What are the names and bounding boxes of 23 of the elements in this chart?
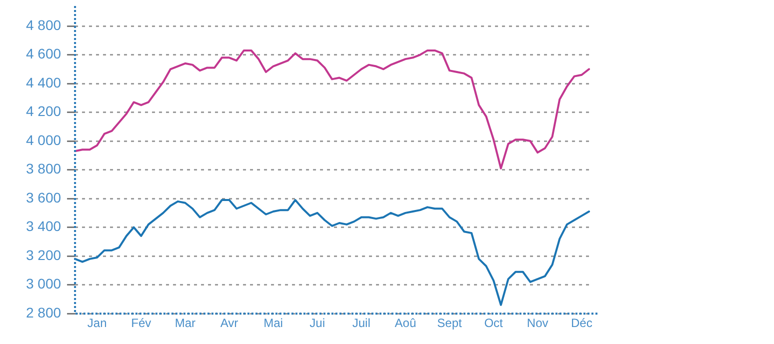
y-tick-label: 4 800 [26, 16, 62, 33]
y-tick-label: 3 400 [26, 218, 62, 234]
y-tick-label: 2 800 [26, 304, 62, 320]
x-tick-label: Mai [264, 316, 283, 330]
y-tick-label: 4 600 [26, 46, 62, 62]
x-tick-label: Déc [570, 316, 592, 330]
x-tick-label: Jui [310, 316, 326, 330]
y-tick-label: 3 600 [26, 189, 62, 206]
x-tick-label: Nov [526, 316, 548, 330]
x-tick-label: Avr [220, 316, 238, 330]
y-tick-label: 4 200 [26, 103, 62, 120]
x-tick-label: Aoû [394, 316, 416, 330]
x-tick-label: Fév [131, 316, 152, 330]
x-tick-label: Mar [174, 316, 196, 330]
y-tick-label: 3 800 [26, 160, 62, 177]
x-tick-label: Juil [352, 316, 370, 330]
x-tick-label: Jan [87, 316, 107, 330]
y-tick-label: 3 200 [26, 246, 62, 263]
y-tick-label: 4 000 [26, 132, 62, 148]
x-tick-label: Oct [484, 316, 504, 330]
x-tick-label: Sept [437, 316, 463, 330]
y-tick-label: 3 000 [26, 276, 62, 292]
y-tick-label: 4 400 [26, 74, 62, 90]
